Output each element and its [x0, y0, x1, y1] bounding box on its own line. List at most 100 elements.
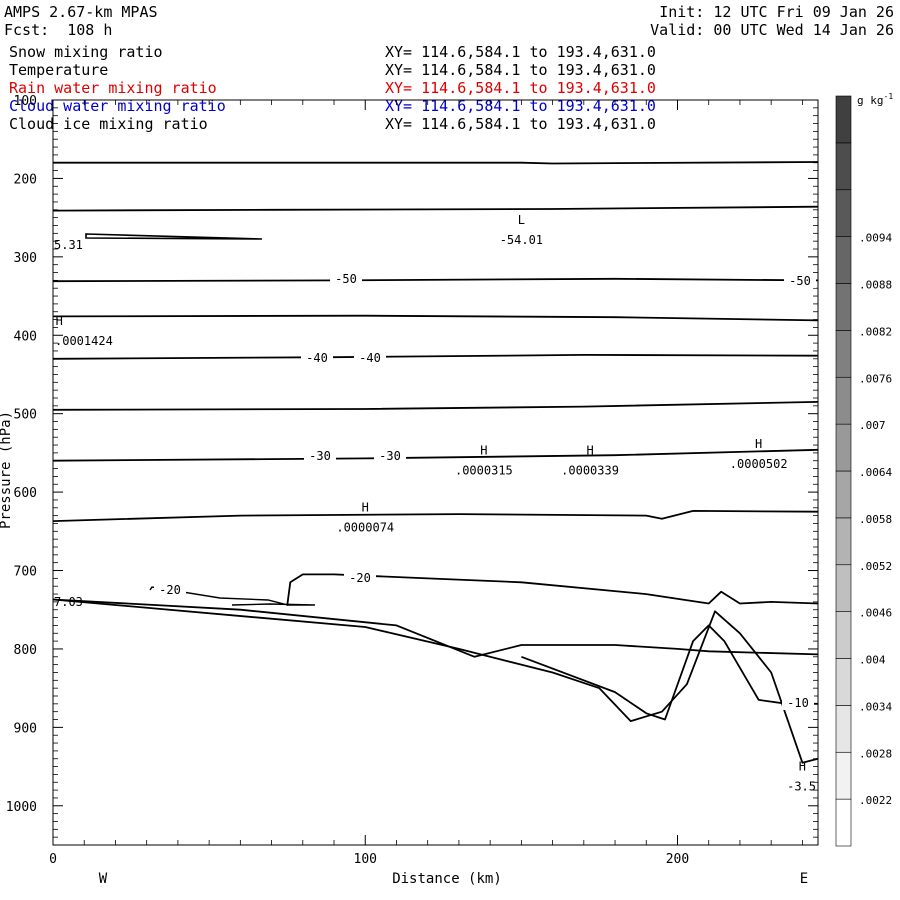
extremum-letter: L — [518, 213, 525, 227]
contour-line — [286, 573, 819, 606]
colorbar-swatch — [835, 423, 852, 472]
colorbar-tick-label: .0034 — [859, 700, 892, 713]
contour-line — [52, 598, 819, 764]
contour-line — [53, 161, 819, 165]
extremum-value: .0000339 — [561, 463, 619, 477]
contour-label-bg — [784, 273, 816, 288]
field-coords: XY= 114.6,584.1 to 193.4,631.0 — [385, 61, 656, 79]
y-tick-label: 200 — [14, 172, 37, 187]
colorbar-unit-exponent: -1 — [884, 92, 894, 101]
contour-label: -30 — [309, 449, 331, 463]
field-name: Rain water mixing ratio — [9, 79, 217, 97]
fragment-contour — [85, 233, 263, 240]
contour-labels: -50 -50 -40 -40 -30 -30 -20 -20 -10 L -54.01 H .0001… — [54, 213, 816, 793]
contour-label-bg — [154, 582, 186, 597]
extremum-value: .0000315 — [455, 463, 513, 477]
extremum-letter: H — [362, 501, 369, 515]
extremum-letter: H — [799, 759, 806, 773]
contour-label-bg — [301, 350, 333, 365]
colorbar-swatch — [835, 95, 852, 144]
colorbar-swatch — [835, 705, 852, 753]
colorbar-tick-label: .0094 — [859, 232, 892, 245]
extremum-letter: H — [755, 437, 762, 451]
colorbar-tick-label: .007 — [859, 419, 886, 432]
colorbar-swatch — [835, 376, 852, 425]
colorbar-swatch — [835, 611, 852, 659]
colorbar-swatch — [835, 142, 852, 191]
y-tick-label: 1000 — [6, 800, 37, 815]
y-tick-label: 900 — [14, 721, 37, 736]
contour-line — [52, 448, 819, 462]
field-coords: XY= 114.6,584.1 to 193.4,631.0 — [385, 115, 656, 133]
contour-label-bg — [374, 448, 406, 463]
contour-label: -40 — [359, 351, 381, 365]
east-label: E — [800, 871, 808, 887]
colorbar-tick-label: .0088 — [859, 279, 892, 292]
fragment-value-label: 7.03 — [54, 595, 83, 609]
contour-label: -20 — [349, 571, 371, 585]
contour-label: -50 — [789, 274, 811, 288]
field-name: Cloud ice mixing ratio — [9, 115, 208, 133]
contour-line — [52, 277, 819, 283]
colorbar-swatch — [835, 189, 852, 237]
field-name: Temperature — [9, 61, 109, 79]
extremum-letter: H — [56, 314, 63, 328]
colorbar-tick-label: .0076 — [859, 372, 892, 385]
contour-label-bg — [354, 350, 386, 365]
contour-line — [52, 205, 819, 212]
colorbar-tick-label: .0052 — [859, 560, 892, 573]
colorbar-unit: g kg-1 — [857, 92, 893, 107]
contour-label-bg — [304, 448, 336, 463]
extremum-letter: H — [480, 443, 487, 457]
y-tick-label: 600 — [14, 486, 37, 501]
contour-label-bg — [344, 570, 376, 585]
y-tick-label: 100 — [14, 94, 37, 109]
contour-line — [521, 624, 818, 721]
colorbar-tick-label: .0028 — [859, 747, 892, 760]
contour-label: -20 — [159, 583, 181, 597]
x-tick-label: 100 — [354, 852, 377, 867]
contour-label-bg — [782, 695, 814, 710]
contour-label: -30 — [379, 449, 401, 463]
colorbar-swatch — [835, 236, 852, 284]
plot-frame — [52, 99, 819, 846]
contour-line — [52, 314, 819, 322]
field-coords: XY= 114.6,584.1 to 193.4,631.0 — [385, 43, 656, 61]
colorbar: .0022 .0028 .0034 .004 .0046 .0052 .0058 .0064.… — [835, 92, 893, 847]
field-coords: XY= 114.6,584.1 to 193.4,631.0 — [385, 79, 656, 97]
y-axis-label: Pressure (hPa) — [0, 411, 14, 529]
colorbar-unit-base: g kg — [857, 94, 884, 107]
colorbar-swatch — [835, 283, 852, 331]
contour-line — [52, 354, 819, 360]
colorbar-tick-label: .0046 — [859, 607, 892, 620]
extremum-value: -3.5 — [787, 779, 816, 793]
contour-line — [52, 598, 819, 658]
extremum-value: .0000074 — [336, 521, 394, 535]
colorbar-swatch — [835, 658, 852, 706]
colorbar-swatch — [835, 751, 852, 800]
colorbar-swatch — [835, 798, 852, 847]
x-axis-label: Distance (km) — [392, 871, 502, 887]
colorbar-tick-label: .0022 — [859, 794, 892, 807]
contour-line — [52, 401, 819, 411]
extremum-value: .0000502 — [730, 457, 788, 471]
field-name: Cloud water mixing ratio — [9, 97, 226, 115]
field-coords: XY= 114.6,584.1 to 193.4,631.0 — [385, 97, 656, 115]
x-tick-label: 0 — [49, 852, 57, 867]
field-name: Snow mixing ratio — [9, 43, 163, 61]
y-tick-label: 400 — [14, 329, 37, 344]
x-tick-label: 200 — [666, 852, 689, 867]
west-label: W — [99, 871, 108, 887]
contour-label-bg — [330, 271, 362, 286]
forecast-hour: Fcst: 108 h — [4, 21, 113, 39]
extremum-value: -54.01 — [500, 233, 543, 247]
model-title: AMPS 2.67-km MPAS — [4, 3, 158, 21]
colorbar-tick-label: .0064 — [859, 466, 892, 479]
extremum-letter: H — [586, 443, 593, 457]
fragment-value-label: 5.31 — [54, 238, 83, 252]
axes: 100 200 300 400 500 600 700 800 900 1000 0 100 200 — [6, 94, 818, 867]
colorbar-swatch — [835, 330, 852, 378]
contour-label: -50 — [335, 272, 357, 286]
colorbar-swatch — [835, 470, 852, 519]
y-tick-label: 800 — [14, 643, 37, 658]
